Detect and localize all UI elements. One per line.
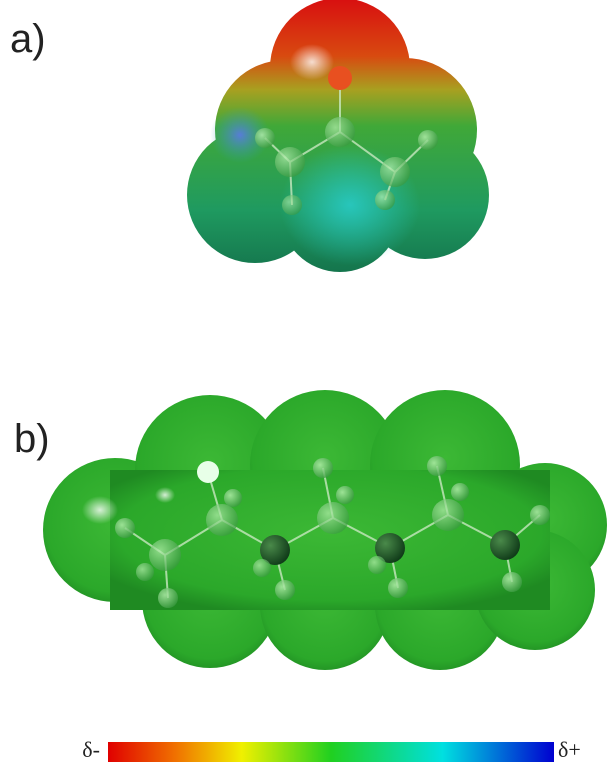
molecule-a bbox=[187, 0, 489, 272]
panel-label: a) bbox=[10, 17, 46, 61]
color-scale bbox=[108, 742, 554, 762]
panel-label: b) bbox=[14, 417, 50, 461]
molecule-b bbox=[43, 390, 607, 670]
figure: a) b) bbox=[0, 0, 612, 764]
scale-max-label: δ+ bbox=[558, 737, 581, 762]
figure-canvas: a) b) bbox=[0, 0, 612, 764]
scale-min-label: δ- bbox=[82, 737, 100, 762]
